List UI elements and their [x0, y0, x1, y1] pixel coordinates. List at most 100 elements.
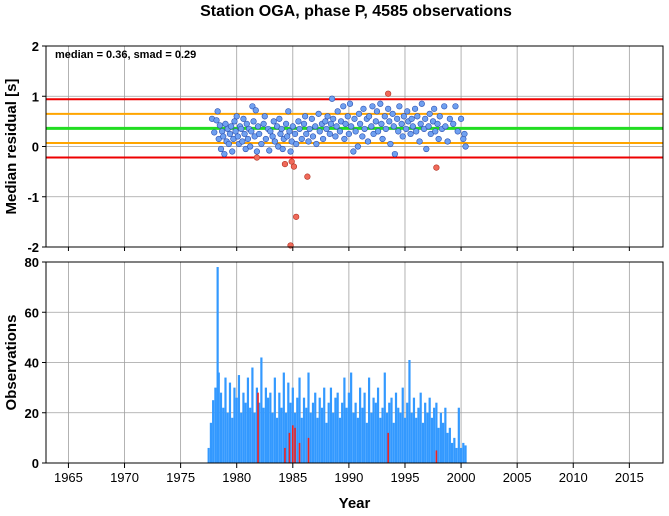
observation-bar — [329, 387, 333, 463]
observation-bar — [226, 412, 229, 463]
observation-bar — [305, 407, 308, 463]
observation-bar — [242, 392, 245, 463]
residual-point — [436, 113, 443, 120]
observation-bar — [246, 377, 250, 463]
observations-panel: 0 20 40 60 80 1965 1970 1975 1980 1985 1990 1995 20… — [3, 255, 664, 512]
residual-point — [285, 108, 292, 115]
observation-bar — [307, 437, 310, 463]
observation-bar — [318, 397, 321, 463]
residual-point — [327, 120, 335, 127]
observation-bar — [282, 372, 285, 463]
observations-bars — [207, 267, 467, 463]
observation-bar — [214, 387, 217, 463]
residual-point — [260, 120, 267, 127]
residual-point — [334, 108, 341, 115]
observation-bar — [406, 402, 409, 463]
observation-bar — [298, 442, 301, 463]
residual-point — [417, 120, 424, 127]
residual-point — [221, 150, 228, 158]
observation-bar — [345, 407, 348, 463]
residual-point — [312, 123, 319, 130]
residual-point — [233, 113, 240, 120]
residual-point — [253, 154, 261, 161]
observation-bar — [298, 377, 301, 463]
residual-point — [360, 105, 367, 112]
residual-point — [454, 128, 461, 135]
residual-point — [222, 120, 229, 127]
observation-bar — [240, 412, 243, 463]
observation-bar — [258, 402, 261, 463]
residual-point — [214, 108, 221, 115]
observation-bar — [278, 392, 281, 463]
observation-bar — [271, 412, 274, 463]
x-tick-label: 1980 — [222, 470, 251, 485]
observation-bar — [249, 407, 252, 463]
observations-y-tick-label: 40 — [25, 356, 39, 371]
residual-point — [258, 140, 265, 148]
observation-bar — [464, 445, 467, 463]
observation-bar — [412, 397, 416, 463]
observation-bar — [262, 407, 265, 463]
residual-y-label: Median residual [s] — [3, 79, 20, 215]
observation-bar — [439, 412, 442, 463]
residual-point — [425, 123, 432, 130]
observation-bar — [392, 422, 395, 463]
residual-point — [352, 128, 359, 135]
residual-point — [398, 120, 405, 127]
residual-point — [269, 133, 276, 140]
residual-point — [348, 123, 355, 130]
observation-bar — [426, 412, 429, 463]
residual-point — [282, 120, 290, 127]
residual-point — [330, 115, 337, 122]
residual-point — [359, 133, 366, 140]
observation-bar — [231, 417, 234, 463]
residual-point — [404, 108, 411, 115]
observations-y-ticks: 0 20 40 60 80 — [25, 255, 46, 471]
residual-point — [295, 118, 302, 125]
residual-point — [220, 133, 227, 140]
residual-point — [350, 148, 357, 155]
observation-bar — [370, 412, 373, 463]
residual-point — [324, 113, 331, 120]
observation-bar — [390, 397, 393, 463]
observation-bar — [209, 422, 213, 463]
residual-point — [250, 118, 257, 125]
observation-bar — [408, 359, 411, 463]
observation-bar — [296, 397, 299, 463]
residual-point — [333, 123, 340, 130]
x-tick-label: 1975 — [166, 470, 195, 485]
observation-bar — [354, 402, 357, 463]
observation-bar — [267, 397, 270, 463]
residual-point — [345, 130, 352, 138]
observation-bar — [444, 407, 447, 463]
residual-point — [418, 100, 425, 107]
residual-point — [262, 135, 269, 143]
observations-y-tick-label: 80 — [25, 255, 39, 270]
residual-point — [361, 125, 368, 133]
observation-bar — [269, 392, 272, 463]
residual-point — [365, 113, 373, 120]
residual-point — [290, 163, 298, 170]
residual-point — [232, 128, 239, 135]
residual-y-tick-label: 1 — [32, 89, 39, 104]
observation-bar — [255, 387, 259, 463]
observation-bar — [352, 412, 355, 463]
residual-point — [441, 103, 448, 110]
observation-bar — [385, 412, 389, 463]
residual-point — [244, 135, 252, 143]
observation-bar — [253, 412, 256, 463]
observation-bar — [222, 407, 225, 463]
residual-point — [400, 113, 407, 120]
residual-point — [432, 128, 439, 135]
residual-point — [377, 100, 384, 107]
residual-point — [413, 128, 420, 135]
residual-point — [277, 130, 284, 138]
residual-bands — [46, 98, 663, 159]
residual-point — [426, 110, 433, 117]
residual-point — [346, 100, 354, 107]
residual-point — [326, 130, 333, 138]
observation-bar — [387, 432, 389, 463]
residual-point — [319, 135, 327, 143]
residual-point — [372, 118, 379, 125]
